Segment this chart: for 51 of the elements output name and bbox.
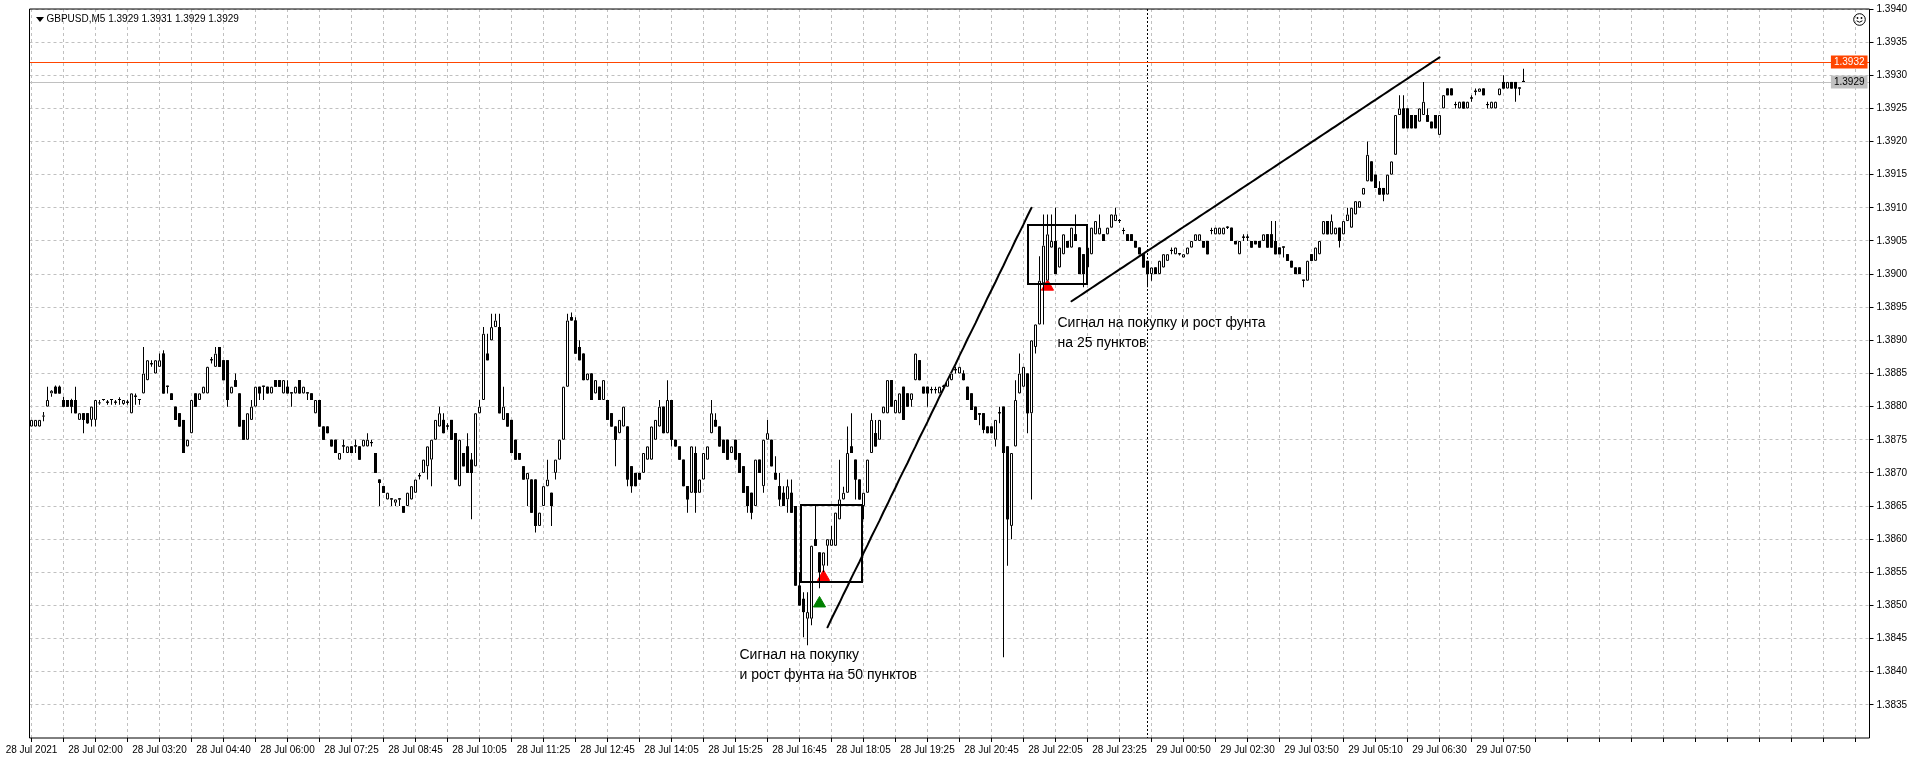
x-tick-label: 28 Jul 15:25 — [708, 743, 764, 755]
y-tick-label: 1.3930 — [1876, 69, 1908, 81]
y-tick-label: 1.3860 — [1876, 532, 1908, 544]
x-tick-label: 28 Jul 18:05 — [836, 743, 892, 755]
y-tick-label: 1.3890 — [1876, 334, 1908, 346]
y-tick-label: 1.3920 — [1876, 135, 1908, 147]
x-tick-label: 28 Jul 07:25 — [324, 743, 380, 755]
y-tick-label: 1.3915 — [1876, 168, 1908, 180]
x-tick-label: 28 Jul 03:20 — [132, 743, 188, 755]
y-tick-label: 1.3865 — [1876, 499, 1908, 511]
chart-title: GBPUSD,M5 1.3929 1.3931 1.3929 1.3929 — [46, 12, 240, 24]
y-tick-label: 1.3905 — [1876, 234, 1908, 246]
ref-line-label: 1.3932 — [1833, 56, 1865, 68]
y-tick-label: 1.3900 — [1876, 267, 1908, 279]
x-tick-label: 28 Jul 08:45 — [388, 743, 444, 755]
x-tick-label: 28 Jul 23:25 — [1092, 743, 1148, 755]
annotation: Сигнал на покупку и рост фунта на 25 пунктов — [1057, 313, 1266, 350]
y-tick-label: 1.3870 — [1876, 466, 1908, 478]
x-tick-label: 28 Jul 11:25 — [516, 743, 571, 755]
y-tick-label: 1.3910 — [1876, 201, 1908, 213]
y-tick-label: 1.3875 — [1876, 433, 1908, 445]
y-tick-label: 1.3840 — [1876, 665, 1908, 677]
y-tick-label: 1.3940 — [1876, 2, 1908, 14]
x-tick-label: 29 Jul 06:30 — [1412, 743, 1468, 755]
x-tick-label: 28 Jul 02:00 — [68, 743, 124, 755]
x-tick-label: 28 Jul 22:05 — [1028, 743, 1084, 755]
y-tick-label: 1.3885 — [1876, 367, 1908, 379]
ref-line-label: 1.3929 — [1833, 76, 1865, 88]
x-tick-label: 28 Jul 10:05 — [452, 743, 508, 755]
x-tick-label: 28 Jul 16:45 — [772, 743, 828, 755]
x-tick-label: 28 Jul 20:45 — [964, 743, 1020, 755]
y-tick-label: 1.3925 — [1876, 102, 1908, 114]
y-tick-label: 1.3935 — [1876, 35, 1908, 47]
x-tick-label: 28 Jul 14:05 — [644, 743, 700, 755]
x-tick-label: 28 Jul 19:25 — [900, 743, 956, 755]
y-tick-label: 1.3880 — [1876, 400, 1908, 412]
x-tick-label: 28 Jul 12:45 — [580, 743, 636, 755]
x-tick-label: 29 Jul 02:30 — [1220, 743, 1276, 755]
y-tick-label: 1.3895 — [1876, 300, 1908, 312]
y-tick-label: 1.3855 — [1876, 566, 1908, 578]
x-tick-label: 29 Jul 03:50 — [1284, 743, 1340, 755]
x-tick-label: 28 Jul 04:40 — [196, 743, 252, 755]
x-tick-label: 28 Jul 2021 — [5, 743, 58, 755]
y-tick-label: 1.3835 — [1876, 698, 1908, 710]
x-tick-label: 28 Jul 06:00 — [260, 743, 316, 755]
x-tick-label: 29 Jul 00:50 — [1156, 743, 1212, 755]
x-tick-label: 29 Jul 07:50 — [1476, 743, 1532, 755]
x-tick-label: 29 Jul 05:10 — [1348, 743, 1404, 755]
y-tick-label: 1.3850 — [1876, 599, 1908, 611]
y-tick-label: 1.3845 — [1876, 632, 1908, 644]
annotation: Сигнал на покупку и рост фунта на 50 пунктов — [739, 646, 918, 683]
